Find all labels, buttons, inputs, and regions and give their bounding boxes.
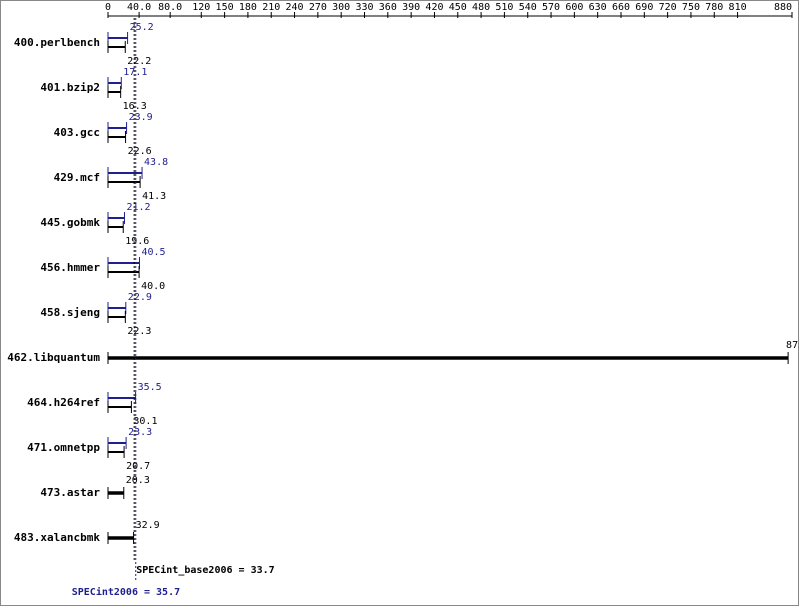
x-tick-label: 750 — [682, 2, 700, 13]
value-label: 35.5 — [138, 382, 162, 393]
value-label: 875 — [786, 340, 799, 351]
x-tick-label: 240 — [286, 2, 304, 13]
value-label: 22.6 — [128, 146, 152, 157]
value-label: 22.2 — [127, 56, 151, 67]
category-label: 400.perlbench — [14, 36, 100, 49]
category-label: 429.mcf — [54, 171, 100, 184]
x-tick-label: 600 — [565, 2, 583, 13]
x-tick-label: 720 — [659, 2, 677, 13]
value-label: 17.1 — [123, 67, 147, 78]
x-tick-label: 450 — [449, 2, 467, 13]
x-tick-label: 570 — [542, 2, 560, 13]
category-label: 458.sjeng — [40, 306, 100, 319]
category-label: 445.gobmk — [40, 216, 100, 229]
category-label: 471.omnetpp — [27, 441, 100, 454]
x-tick-label: 390 — [402, 2, 420, 13]
x-tick-label: 360 — [379, 2, 397, 13]
x-tick-label: 270 — [309, 2, 327, 13]
value-label: 41.3 — [142, 191, 166, 202]
value-label: 40.5 — [141, 247, 165, 258]
x-tick-label: 480 — [472, 2, 490, 13]
summary-label: SPECint2006 = 35.7 — [72, 586, 180, 598]
x-tick-label: 540 — [519, 2, 537, 13]
x-tick-label: 420 — [425, 2, 443, 13]
summary-label: SPECint_base2006 = 33.7 — [136, 564, 274, 576]
value-label: 23.9 — [129, 112, 153, 123]
value-label: 21.2 — [126, 202, 150, 213]
value-label: 43.8 — [144, 157, 168, 168]
x-tick-label: 630 — [589, 2, 607, 13]
x-tick-label: 300 — [332, 2, 350, 13]
category-label: 464.h264ref — [27, 396, 100, 409]
x-tick-label: 330 — [355, 2, 373, 13]
x-tick-label: 150 — [216, 2, 234, 13]
x-tick-label: 810 — [729, 2, 747, 13]
category-label: 401.bzip2 — [40, 81, 100, 94]
x-tick-label: 210 — [262, 2, 280, 13]
x-tick-label: 690 — [635, 2, 653, 13]
x-tick-label: 0 — [105, 2, 111, 13]
value-label: 20.3 — [126, 475, 150, 486]
category-label: 462.libquantum — [7, 351, 100, 364]
value-label: 16.3 — [123, 101, 147, 112]
x-tick-label: 880 — [774, 2, 792, 13]
category-label: 456.hmmer — [40, 261, 100, 274]
x-tick-label: 780 — [705, 2, 723, 13]
value-label: 20.7 — [126, 461, 150, 472]
category-label: 473.astar — [40, 486, 100, 499]
value-label: 25.2 — [130, 22, 154, 33]
x-tick-label: 180 — [239, 2, 257, 13]
value-label: 32.9 — [136, 520, 160, 531]
value-label: 40.0 — [141, 281, 165, 292]
value-label: 30.1 — [133, 416, 157, 427]
x-tick-label: 120 — [192, 2, 210, 13]
value-label: 19.6 — [125, 236, 149, 247]
value-label: 22.3 — [127, 326, 151, 337]
x-tick-label: 510 — [495, 2, 513, 13]
x-tick-label: 660 — [612, 2, 630, 13]
value-label: 23.3 — [128, 427, 152, 438]
category-label: 483.xalancbmk — [14, 531, 100, 544]
category-label: 403.gcc — [54, 126, 100, 139]
value-label: 22.9 — [128, 292, 152, 303]
x-tick-label: 40.0 — [127, 2, 151, 13]
x-tick-label: 80.0 — [158, 2, 182, 13]
